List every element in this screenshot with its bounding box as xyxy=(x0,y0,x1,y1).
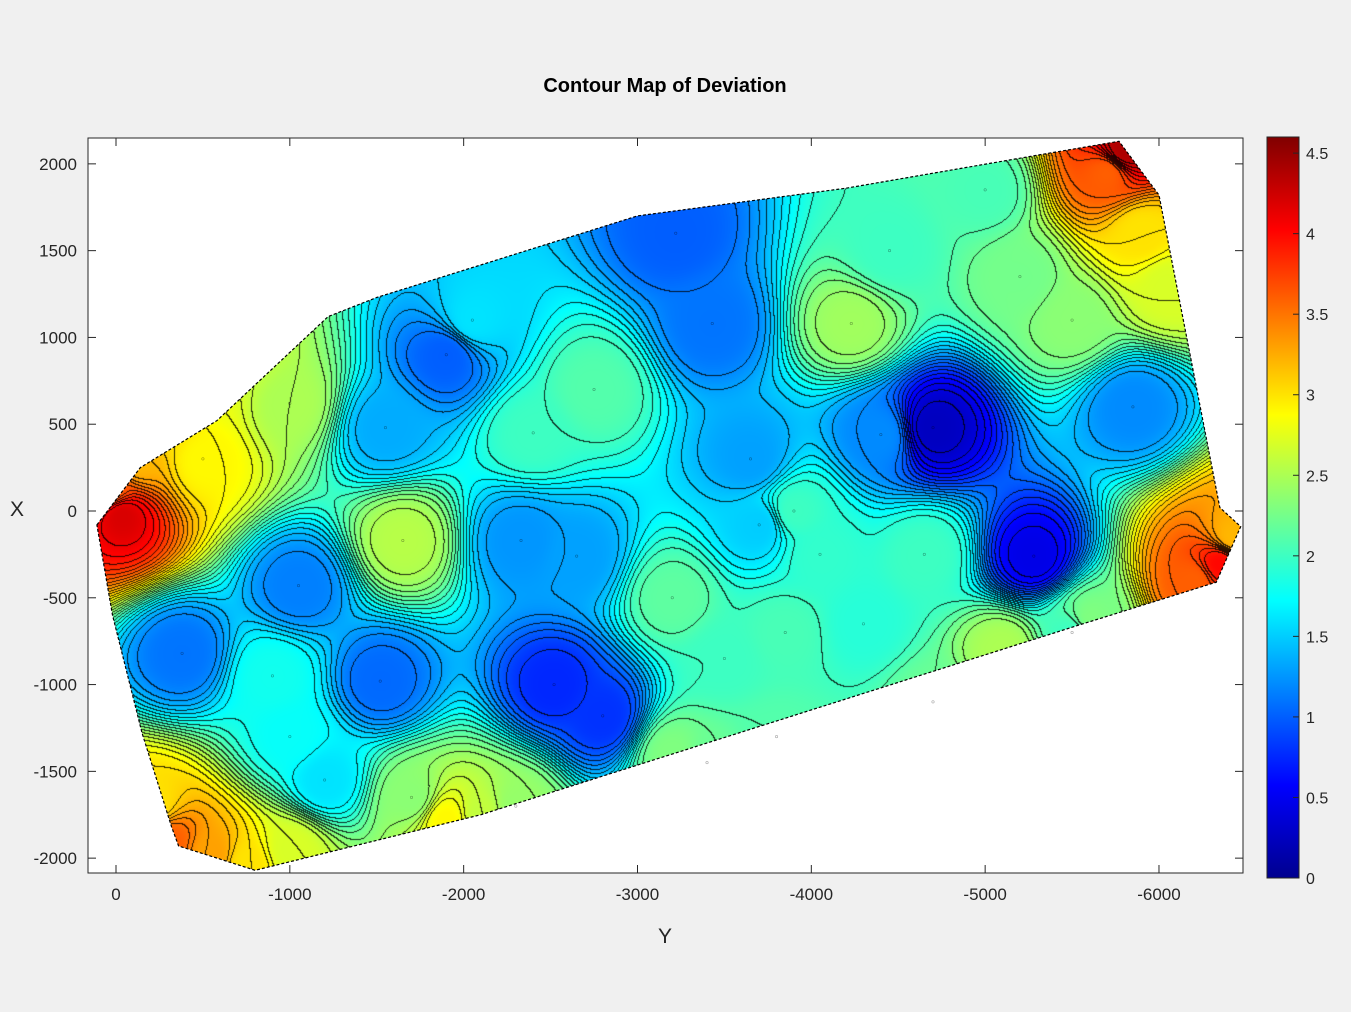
extremum-marker xyxy=(1032,554,1036,558)
extremum-marker xyxy=(297,584,301,588)
extremum-marker xyxy=(514,804,518,808)
extremum-marker xyxy=(552,683,556,687)
colorbar-tick-label: 0 xyxy=(1306,871,1315,888)
extremum-marker xyxy=(670,596,674,600)
extremum-marker xyxy=(879,433,883,437)
extremum-marker xyxy=(1070,318,1074,322)
extremum-marker xyxy=(592,388,596,392)
y-tick-label: -500 xyxy=(43,589,77,608)
extremum-marker xyxy=(931,700,935,704)
colorbar-gradient xyxy=(1266,136,1300,879)
extremum-marker xyxy=(378,679,382,683)
extremum-marker xyxy=(288,401,292,405)
y-tick-label: -2000 xyxy=(34,849,77,868)
x-tick-label: -4000 xyxy=(790,885,833,904)
extremum-marker xyxy=(674,231,678,235)
extremum-marker xyxy=(792,509,796,513)
colorbar: 0 0.5 1 1.5 2 2.5 3 3.5 4 4.5 xyxy=(1266,136,1328,888)
colorbar-tick-label: 4.5 xyxy=(1306,146,1328,163)
x-tick-label: -5000 xyxy=(963,885,1006,904)
axes-box xyxy=(87,137,1244,874)
x-tick-label: 0 xyxy=(111,885,120,904)
extremum-marker xyxy=(1070,630,1074,634)
y-tick-label: -1000 xyxy=(34,676,77,695)
extremum-marker xyxy=(818,552,822,556)
extremum-marker xyxy=(601,714,605,718)
y-tick-label: 2000 xyxy=(39,155,77,174)
extremum-marker xyxy=(983,188,987,192)
extremum-marker xyxy=(270,674,274,678)
extremum-marker xyxy=(383,426,387,430)
y-tick-label: 1000 xyxy=(39,328,77,347)
colorbar-tick-label: 2 xyxy=(1306,549,1315,566)
extremum-marker xyxy=(888,249,892,253)
extremum-marker xyxy=(288,735,292,739)
extremum-marker xyxy=(1018,275,1022,279)
extremum-marker xyxy=(470,318,474,322)
extrema-markers xyxy=(180,188,1135,808)
y-tick-label: 1500 xyxy=(39,242,77,261)
extremum-marker xyxy=(180,651,184,655)
extremum-marker xyxy=(861,622,865,626)
y-tick-label: -1500 xyxy=(34,762,77,781)
chart-title: Contour Map of Deviation xyxy=(543,75,786,97)
extremum-marker xyxy=(401,539,405,543)
extremum-marker xyxy=(922,552,926,556)
colorbar-tick-label: 2.5 xyxy=(1306,468,1328,485)
extremum-marker xyxy=(775,735,779,739)
extremum-marker xyxy=(748,457,752,461)
extremum-marker xyxy=(1131,405,1135,409)
extremum-marker xyxy=(444,353,448,357)
colorbar-tick-label: 1 xyxy=(1306,710,1315,727)
y-axis-label: X xyxy=(10,498,24,521)
domain-boundary xyxy=(96,140,1242,871)
extremum-marker xyxy=(410,795,414,799)
extremum-marker xyxy=(931,426,935,430)
extremum-marker xyxy=(783,630,787,634)
extremum-marker xyxy=(519,539,523,543)
y-tick-label: 500 xyxy=(49,415,77,434)
colorbar-tick-label: 3 xyxy=(1306,388,1315,405)
x-axis-ticks: 0 -1000 -2000 -3000 -4000 -5000 -6000 xyxy=(111,138,1181,904)
extremum-marker xyxy=(849,322,853,326)
x-tick-label: -6000 xyxy=(1137,885,1180,904)
extremum-marker xyxy=(575,554,579,558)
x-tick-label: -1000 xyxy=(268,885,311,904)
extremum-marker xyxy=(531,431,535,435)
extremum-marker xyxy=(710,322,714,326)
colorbar-tick-label: 1.5 xyxy=(1306,629,1328,646)
colorbar-tick-label: 3.5 xyxy=(1306,307,1328,324)
colorbar-tick-label: 0.5 xyxy=(1306,790,1328,807)
y-axis-ticks: 2000 1500 1000 500 0 -500 -1000 -1500 -2000 xyxy=(34,155,1243,868)
colorbar-tick-label: 4 xyxy=(1306,227,1315,244)
y-tick-label: 0 xyxy=(68,502,77,521)
x-axis-label: Y xyxy=(658,925,672,948)
extremum-marker xyxy=(705,761,709,765)
x-tick-label: -3000 xyxy=(616,885,659,904)
colorbar-ticks: 0 0.5 1 1.5 2 2.5 3 3.5 4 4.5 xyxy=(1293,146,1328,888)
extremum-marker xyxy=(201,457,205,461)
x-tick-label: -2000 xyxy=(442,885,485,904)
extremum-marker xyxy=(323,778,327,782)
extremum-marker xyxy=(722,657,726,661)
extremum-marker xyxy=(757,523,761,527)
